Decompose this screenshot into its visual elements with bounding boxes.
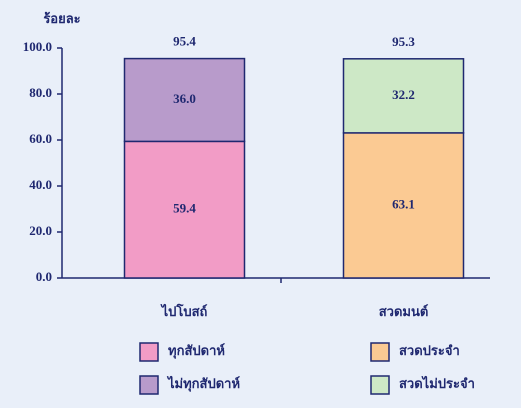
legend-swatch — [370, 342, 390, 362]
legend-swatch — [139, 375, 159, 395]
y-tick-label: 40.0 — [29, 177, 52, 192]
x-tick-label: สวดมนต์ — [379, 304, 429, 319]
total-label: 95.4 — [173, 34, 196, 49]
legend-label: สวดประจำ — [399, 343, 460, 358]
data-label: 63.1 — [392, 196, 415, 211]
y-tick-label: 20.0 — [29, 223, 52, 238]
bar-segment — [342, 58, 465, 134]
legend-swatch — [139, 342, 159, 362]
x-tick-label: ไปโบสถ์ — [160, 303, 208, 319]
data-label: 32.2 — [392, 87, 415, 102]
legend-swatch — [370, 375, 390, 395]
y-tick-label: 60.0 — [29, 131, 52, 146]
bar-segment — [123, 140, 246, 279]
y-tick-label: 0.0 — [36, 269, 52, 284]
y-tick-label: 100.0 — [23, 39, 52, 54]
legend-label: ทุกสัปดาห์ — [168, 343, 225, 359]
legend-label: สวดไม่ประจำ — [399, 375, 475, 391]
y-tick-label: 80.0 — [29, 85, 52, 100]
legend-label: ไม่ทุกสัปดาห์ — [166, 375, 240, 392]
data-label: 36.0 — [173, 91, 196, 106]
bar-segment — [123, 57, 246, 143]
data-label: 59.4 — [173, 201, 196, 216]
y-axis-label: ร้อยละ — [43, 11, 80, 26]
total-label: 95.3 — [392, 34, 415, 49]
bar-segment — [342, 132, 465, 279]
